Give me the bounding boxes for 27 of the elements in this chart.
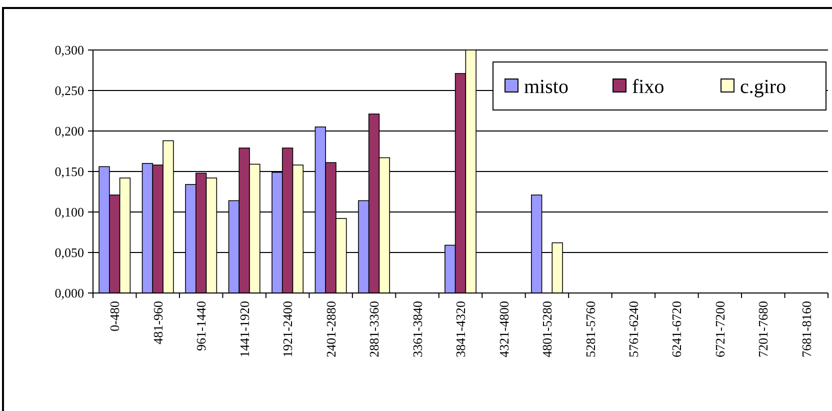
x-tick-label: 7681-8160 — [798, 301, 814, 358]
y-tick-label: 0,150 — [54, 164, 84, 180]
x-tick-label: 4321-4800 — [496, 301, 512, 358]
x-tick-label: 3841-4320 — [453, 301, 468, 358]
y-tick-label: 0,050 — [54, 245, 84, 260]
x-tick-label: 0-480 — [107, 301, 122, 332]
y-tick-label: 0,100 — [54, 204, 84, 220]
x-tick-label: 5281-5760 — [582, 301, 598, 358]
x-tick-label: 1441-1920 — [236, 301, 252, 358]
y-tick-label: 0,300 — [54, 42, 84, 58]
x-tick-label: 2401-2880 — [323, 301, 338, 358]
y-tick-label: 0,000 — [54, 286, 84, 301]
x-tick-label: 6241-6720 — [669, 301, 684, 358]
x-tick-label: 2881-3360 — [366, 301, 382, 358]
x-tick-label: 1921-2400 — [280, 301, 296, 358]
x-tick-label: 3361-3840 — [410, 301, 425, 358]
x-tick-label: 961-1440 — [194, 301, 209, 351]
y-tick-label: 0,250 — [54, 83, 84, 98]
x-tick-label: 7201-7680 — [756, 301, 771, 358]
legend-label: fixo — [632, 76, 664, 98]
x-tick-label: 6721-7200 — [712, 301, 728, 358]
legend-label: misto — [524, 76, 568, 98]
x-tick-label: 481-960 — [150, 301, 166, 344]
x-tick-label: 4801-5280 — [540, 301, 555, 358]
legend-label: c.giro — [740, 76, 786, 98]
y-tick-label: 0,200 — [54, 124, 84, 139]
x-tick-label: 5761-6240 — [626, 301, 641, 358]
